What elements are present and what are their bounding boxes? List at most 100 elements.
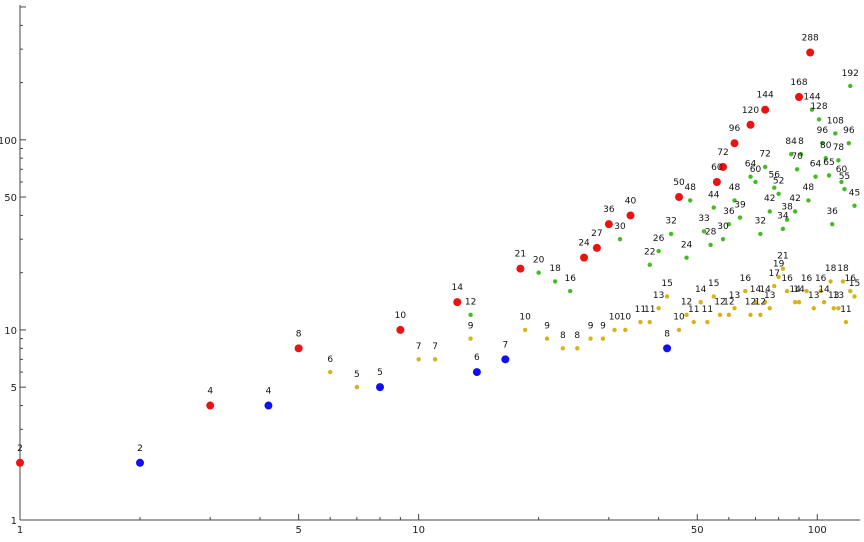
data-point	[675, 193, 684, 202]
data-point	[676, 327, 682, 333]
data-label: 40	[625, 196, 637, 206]
data-label: 9	[600, 321, 606, 331]
data-point	[668, 231, 674, 237]
data-label: 30	[717, 222, 729, 232]
data-label: 14	[759, 285, 771, 295]
data-point	[711, 205, 716, 210]
data-label: 18	[825, 264, 837, 274]
data-point	[821, 299, 827, 305]
data-label: 60	[750, 165, 762, 175]
data-label: 78	[833, 143, 845, 153]
data-label: 55	[839, 172, 850, 182]
data-point	[813, 174, 818, 179]
data-label: 192	[842, 69, 859, 79]
data-point	[852, 294, 857, 299]
data-point	[848, 83, 853, 89]
data-point	[136, 458, 144, 467]
data-label: 9	[544, 321, 550, 331]
data-label: 12	[714, 298, 725, 308]
data-label: 16	[815, 274, 827, 284]
data-label: 26	[653, 234, 665, 244]
data-point	[806, 198, 811, 203]
data-label: 10	[609, 313, 621, 323]
data-label: 10	[673, 313, 685, 323]
data-point	[638, 319, 643, 325]
data-label: 168	[790, 78, 807, 88]
data-point	[592, 243, 601, 252]
data-point	[522, 327, 528, 333]
data-point	[794, 167, 800, 172]
data-point	[811, 306, 816, 311]
data-label: 12	[745, 298, 756, 308]
data-label: 120	[742, 106, 759, 116]
data-label: 11	[702, 305, 713, 315]
data-point	[762, 164, 768, 170]
data-label: 5	[377, 368, 383, 378]
y-tick-label: 5	[11, 383, 17, 394]
data-label: 13	[764, 291, 775, 301]
data-point	[376, 383, 384, 392]
data-point	[753, 179, 758, 185]
data-label: 14	[789, 285, 801, 295]
data-point	[788, 152, 794, 157]
data-label: 36	[603, 205, 615, 215]
data-labels: 2481014212427364050607296120144168288245…	[17, 33, 860, 453]
data-label: 36	[723, 207, 735, 217]
data-point	[846, 140, 852, 146]
data-point	[536, 270, 541, 275]
data-label: 32	[755, 217, 766, 227]
data-point	[647, 319, 652, 325]
data-label: 2	[17, 444, 23, 454]
data-label: 28	[705, 228, 717, 238]
data-label: 38	[781, 203, 793, 213]
data-point	[836, 158, 841, 163]
x-tick-label: 10	[412, 525, 425, 536]
x-tick-label: 5	[295, 525, 301, 536]
data-label: 15	[849, 279, 860, 289]
data-point	[264, 401, 273, 410]
data-point	[776, 191, 781, 197]
data-label: 15	[708, 279, 719, 289]
data-label: 108	[827, 116, 844, 126]
data-point	[829, 221, 835, 227]
data-label: 11	[635, 305, 646, 315]
data-label: 30	[614, 222, 626, 232]
data-point	[840, 279, 846, 284]
data-label: 8	[560, 331, 566, 341]
data-label: 32	[665, 217, 676, 227]
data-label: 10	[620, 313, 632, 323]
y-tick-label: 50	[4, 193, 17, 204]
data-label: 5	[354, 370, 360, 380]
data-point	[501, 355, 510, 364]
data-label: 10	[519, 313, 531, 323]
data-point	[626, 211, 635, 220]
data-label: 16	[801, 274, 813, 284]
data-label: 16	[845, 274, 857, 284]
data-label: 12	[755, 298, 766, 308]
data-label: 144	[757, 91, 774, 101]
data-label: 70	[791, 152, 803, 162]
data-label: 11	[688, 305, 699, 315]
data-label: 14	[452, 283, 464, 293]
data-label: 34	[777, 212, 789, 222]
data-label: 24	[681, 240, 693, 250]
data-point	[820, 140, 825, 146]
data-point	[16, 458, 24, 467]
data-point	[737, 215, 743, 220]
data-point	[472, 368, 481, 377]
data-point	[748, 174, 753, 179]
data-point	[623, 327, 628, 333]
data-point	[294, 344, 303, 353]
data-point	[718, 162, 727, 171]
data-label: 13	[653, 291, 664, 301]
data-label: 14	[793, 285, 805, 295]
data-point	[826, 173, 832, 178]
data-label: 16	[781, 274, 793, 284]
data-point	[848, 288, 853, 294]
data-point	[580, 253, 589, 262]
data-label: 33	[698, 214, 709, 224]
data-label: 16	[740, 274, 752, 284]
data-label: 36	[826, 207, 838, 217]
